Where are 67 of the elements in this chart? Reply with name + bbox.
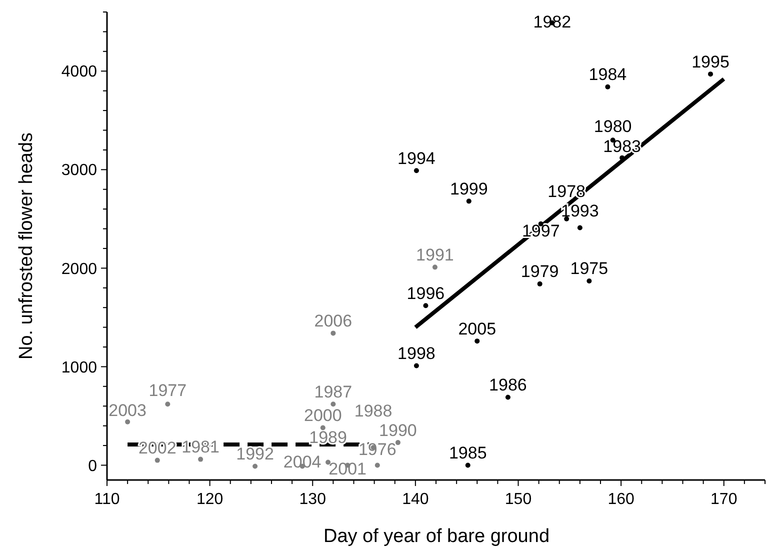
point	[125, 419, 130, 424]
x-tick-label: 160	[608, 491, 635, 508]
x-axis-title: Day of year of bare ground	[323, 526, 550, 547]
annotation: 1995	[692, 52, 730, 72]
annotation: 1983	[603, 137, 642, 156]
annotation: 1989	[309, 428, 347, 447]
annotation: 1985	[448, 443, 487, 462]
annotation: 1994	[398, 148, 436, 168]
annotation: 1986	[489, 375, 527, 394]
annotation: 1975	[570, 259, 608, 278]
annotation: 2005	[458, 319, 496, 338]
annotation: 1980	[594, 117, 632, 136]
annotation: 2001	[328, 459, 366, 478]
annotation: 1990	[379, 420, 417, 440]
point	[374, 462, 380, 468]
annotation: 2002	[138, 438, 176, 458]
annotation: 2006	[314, 311, 352, 330]
annotation: 1999	[450, 179, 488, 198]
point	[423, 303, 428, 308]
y-tick-label: 4000	[61, 64, 98, 81]
point	[165, 402, 170, 407]
x-tick-label: 130	[299, 491, 326, 508]
point	[577, 225, 582, 230]
point	[708, 72, 714, 77]
annotation: 1979	[520, 262, 559, 282]
point	[537, 281, 542, 286]
x-tick-label: 120	[196, 491, 224, 508]
point	[320, 425, 326, 430]
y-tick-label: 0	[88, 458, 98, 475]
annotation: 1982	[533, 12, 572, 32]
point	[605, 84, 610, 90]
annotation: 2000	[304, 406, 342, 425]
y-tick-label: 2000	[61, 260, 98, 278]
annotation: 2003	[108, 401, 146, 420]
y-axis-title: No. unfrosted flower heads	[16, 132, 37, 360]
point	[414, 168, 419, 174]
x-tick-label: 110	[94, 491, 120, 508]
point	[198, 456, 204, 462]
point	[474, 338, 480, 344]
annotation: 1988	[354, 402, 392, 421]
point	[466, 198, 472, 204]
x-tick-label: 170	[710, 491, 738, 508]
annotation: 1993	[561, 201, 599, 220]
y-tick-label: 1000	[61, 359, 98, 376]
point	[620, 155, 625, 160]
point	[330, 402, 336, 407]
annotation: 1987	[314, 382, 352, 402]
x-tick-label: 150	[504, 491, 532, 508]
point	[330, 330, 336, 336]
point	[586, 278, 592, 284]
annotation: 1984	[588, 65, 627, 84]
point	[432, 264, 438, 270]
annotation: 2004	[283, 452, 322, 472]
point	[414, 363, 419, 368]
annotation: 1996	[406, 284, 445, 303]
point	[154, 458, 160, 463]
y-tick-label: 3000	[61, 162, 98, 180]
annotation: 1976	[358, 440, 396, 460]
x-tick-label: 140	[402, 491, 429, 508]
annotation: 1992	[236, 444, 274, 464]
point	[252, 464, 258, 469]
point	[465, 462, 470, 468]
annotation: 1998	[398, 344, 436, 363]
annotation: 1991	[416, 245, 454, 264]
point	[395, 440, 400, 446]
annotation: 1977	[148, 381, 187, 400]
point	[505, 394, 510, 400]
